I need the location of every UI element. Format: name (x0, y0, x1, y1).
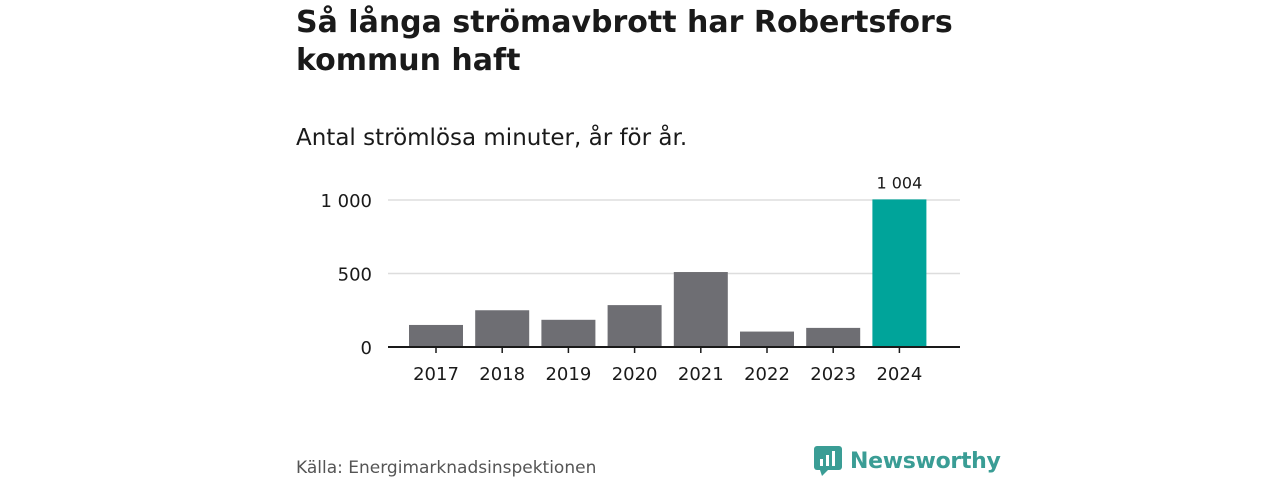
bar-2020 (607, 305, 662, 347)
x-tick-label: 2020 (612, 364, 658, 385)
x-tick-label: 2019 (545, 364, 591, 385)
newsworthy-logo-icon (814, 446, 842, 476)
bar-2022 (740, 331, 794, 347)
x-tick-label: 2018 (479, 364, 525, 385)
x-tick-label: 2023 (810, 364, 856, 385)
x-tick-label: 2022 (744, 364, 790, 385)
bar-2019 (541, 319, 596, 347)
x-tick-label: 2017 (413, 364, 459, 385)
x-tick-label: 2024 (876, 364, 922, 385)
y-tick-label: 500 (338, 265, 372, 286)
bar-2023 (806, 327, 861, 347)
newsworthy-logo-text: Newsworthy (850, 448, 1001, 474)
source-note: Källa: Energimarknadsinspektionen (296, 458, 597, 478)
data-label: 1 004 (876, 173, 922, 192)
bar-2024 (872, 199, 927, 347)
x-tick-label: 2021 (678, 364, 724, 385)
bar-2021 (673, 272, 728, 347)
newsworthy-logo: Newsworthy (814, 446, 1001, 476)
chart-subtitle: Antal strömlösa minuter, år för år. (296, 125, 688, 151)
y-tick-label: 1 000 (320, 191, 372, 212)
bar-2018 (475, 310, 530, 347)
bar-2017 (409, 324, 463, 347)
y-tick-label: 0 (361, 338, 372, 359)
chart-title: Så långa strömavbrott har Robertsfors ko… (296, 5, 953, 78)
